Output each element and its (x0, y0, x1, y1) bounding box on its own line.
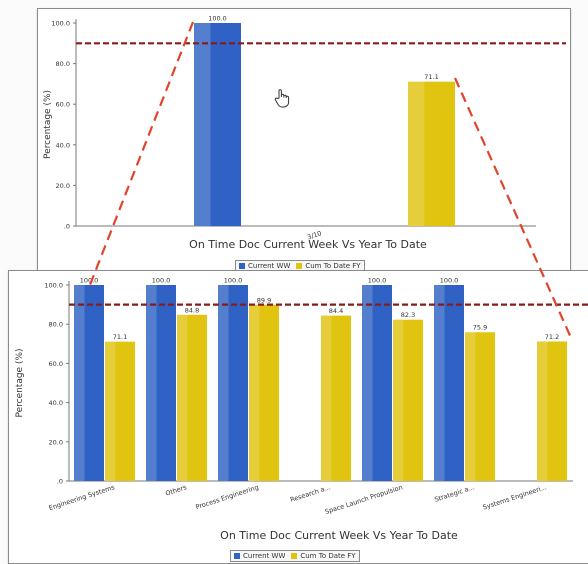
y-tick-label: 40.0 (49, 399, 63, 407)
x-axis-title: On Time Doc Current Week Vs Year To Date (220, 529, 458, 542)
x-category-label: Space Launch Propulsion (324, 483, 404, 516)
y-tick-label: 60.0 (49, 360, 63, 368)
x-category-label: Others (164, 483, 188, 498)
y-tick-label: .0 (57, 478, 63, 486)
data-label: 89.9 (257, 296, 271, 304)
y-tick-label: .0 (64, 223, 70, 231)
bar-highlight (194, 23, 211, 226)
y-tick-label: 100.0 (44, 282, 63, 290)
data-label: 100.0 (152, 277, 171, 285)
legend-swatch-current (239, 263, 245, 269)
bar-cum-to-date (465, 332, 495, 481)
y-tick-label: 80.0 (56, 60, 70, 68)
y-axis-title: Percentage (%) (15, 348, 25, 417)
legend-label-cum: Cum To Date FY (300, 552, 356, 560)
y-tick-label: 40.0 (56, 141, 70, 149)
legend-label-current: Current WW (243, 552, 286, 560)
x-category-label: Engineering Systems (48, 483, 116, 512)
y-tick-label: 20.0 (49, 438, 63, 446)
bottom-chart: 100.0 80.0 60.0 40.0 20.0 .0 Percentage (%) 100… (15, 277, 588, 542)
data-label: 100.0 (224, 277, 243, 285)
bar-highlight (74, 285, 85, 481)
bottom-legend: Current WW Cum To Date FY (230, 550, 360, 562)
data-label: 71.1 (113, 333, 127, 341)
bar-current-ww (146, 285, 176, 481)
bar-current-ww (74, 285, 104, 481)
bar-highlight (177, 314, 188, 481)
hand-pointer-icon (274, 89, 290, 108)
bar-cum-to-date (105, 341, 135, 481)
data-label: 100.0 (80, 277, 99, 285)
bar-highlight (434, 285, 445, 481)
x-category-label: Strategic a... (434, 483, 476, 503)
bar-current-ww (362, 285, 392, 481)
bar-highlight (393, 319, 404, 481)
bar-highlight (408, 81, 425, 227)
y-axis-title: Percentage (%) (43, 90, 53, 159)
bar-highlight (321, 315, 332, 481)
legend-swatch-cum (291, 553, 298, 559)
legend-label-current: Current WW (248, 262, 291, 270)
bar-highlight (362, 285, 373, 481)
data-label: 84.4 (329, 307, 343, 315)
x-category-label: Research a... (289, 483, 331, 504)
legend-label-cum: Cum To Date FY (305, 262, 361, 270)
bar-highlight (249, 304, 260, 481)
data-label: 84.8 (185, 306, 199, 314)
legend-swatch-cum (296, 263, 303, 269)
bar-highlight (218, 285, 229, 481)
data-label: 75.9 (473, 324, 487, 332)
data-label: 71.1 (424, 73, 438, 81)
data-label: 100.0 (368, 277, 387, 285)
x-category-label: Systems Engineeri... (482, 483, 548, 511)
y-tick-label: 100.0 (51, 20, 70, 28)
data-label: 100.0 (208, 15, 227, 23)
bar-cum-to-date (321, 315, 351, 481)
y-tick-label: 80.0 (49, 321, 63, 329)
bar-cum-to-date (177, 314, 207, 481)
bar-highlight (105, 341, 116, 481)
bar-current-ww (218, 285, 248, 481)
data-label: 71.2 (545, 333, 559, 341)
bar-cum-to-date (249, 304, 279, 481)
top-chart: 100.0 80.0 60.0 40.0 20.0 .0 Percentage (%) 100… (43, 15, 566, 251)
x-axis-title: On Time Doc Current Week Vs Year To Date (189, 238, 427, 251)
bar-highlight (465, 332, 476, 481)
bar-cum-to-date (408, 81, 455, 227)
y-tick-label: 60.0 (56, 101, 70, 109)
data-label: 82.3 (401, 311, 415, 319)
legend-swatch-current (234, 553, 240, 559)
y-tick-label: 20.0 (56, 182, 70, 190)
data-label: 100.0 (440, 277, 459, 285)
bar-highlight (537, 341, 548, 481)
bar-current-ww (194, 23, 241, 226)
bar-highlight (146, 285, 157, 481)
bar-cum-to-date (393, 319, 423, 481)
x-category-label: Process Engineering (195, 483, 260, 511)
top-chart-panel: 100.0 80.0 60.0 40.0 20.0 .0 Percentage (%) 100… (37, 8, 571, 280)
bar-cum-to-date (537, 341, 567, 481)
bottom-chart-panel: 100.0 80.0 60.0 40.0 20.0 .0 Percentage (%) 100… (8, 270, 588, 564)
